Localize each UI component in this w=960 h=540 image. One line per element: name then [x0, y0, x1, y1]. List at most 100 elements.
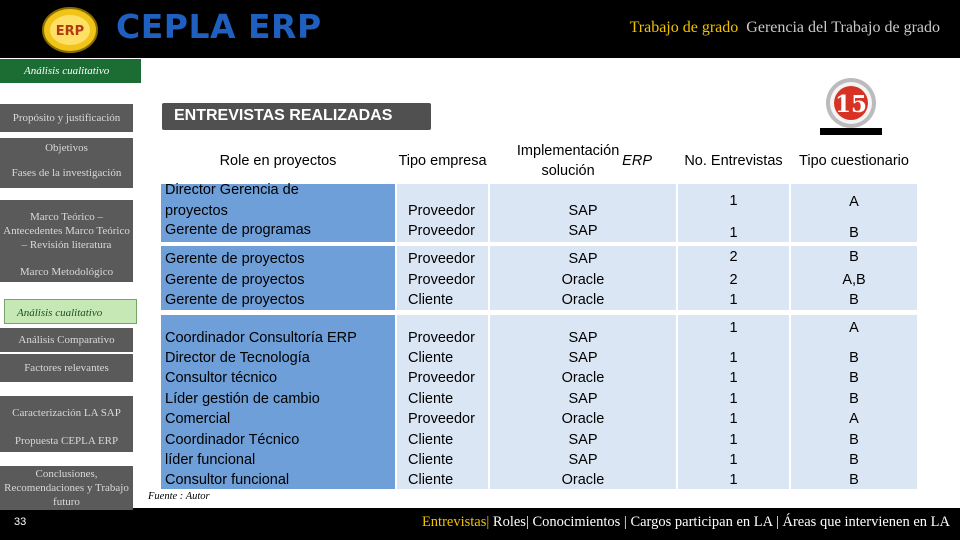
table-cell: B	[849, 292, 859, 308]
table-cell: Oracle	[561, 292, 605, 308]
page-number: 33	[14, 516, 27, 528]
sidebar-item[interactable]: Marco Metodológico	[0, 262, 133, 282]
table-cell: líder funcional	[165, 452, 256, 468]
table-cell: Cliente	[408, 391, 454, 407]
header-bar: ERP CEPLA ERP Trabajo de grado Gerencia d…	[0, 0, 960, 58]
table-cell: B	[849, 472, 859, 488]
table-cell: SAP	[568, 452, 598, 468]
table-cell: SAP	[568, 391, 598, 407]
svg-text:ERP: ERP	[56, 24, 84, 39]
table-cell: Cliente	[408, 472, 454, 488]
table-header: No. Entrevistas	[678, 137, 789, 184]
svg-text:15: 15	[835, 91, 867, 118]
table-cell-bg	[397, 246, 488, 310]
sidebar-item[interactable]: Factores relevantes	[0, 354, 133, 382]
table-cell: 1	[729, 411, 738, 427]
table-cell: Proveedor	[408, 203, 475, 219]
table-cell: Proveedor	[408, 330, 475, 346]
sidebar-item[interactable]: Propuesta CEPLA ERP	[0, 430, 133, 452]
footer-nav: Entrevistas| Roles| Conocimientos | Carg…	[421, 514, 951, 530]
table-cell: SAP	[568, 330, 598, 346]
table-cell: B	[849, 370, 859, 386]
sidebar-item[interactable]: Conclusiones, Recomendaciones y Trabajo …	[0, 466, 133, 510]
table-cell: Gerente de programas	[165, 222, 311, 238]
table-cell: Proveedor	[408, 251, 475, 267]
sidebar-item[interactable]: Marco Teórico – Antecedentes Marco Teóri…	[0, 200, 133, 262]
footer-nav-entrevistas[interactable]: Entrevistas	[421, 514, 487, 530]
table-cell: B	[849, 452, 859, 468]
number-badge-icon: 15	[820, 78, 882, 135]
footer-nav-conocimientos[interactable]: Conocimientos	[532, 514, 621, 530]
table-cell-bg	[397, 315, 488, 489]
table-cell: Proveedor	[408, 411, 475, 427]
header-text-italic: ERP	[622, 152, 652, 169]
table-cell: SAP	[568, 350, 598, 366]
table-cell: Coordinador Consultoría ERP	[165, 330, 357, 346]
footer-nav-cargos[interactable]: Cargos participan en LA	[630, 514, 773, 530]
footer-nav-areas[interactable]: Áreas que intervienen en LA	[782, 514, 951, 530]
table-cell-bg	[490, 246, 676, 310]
table-header: Tipo empresa	[397, 137, 488, 184]
table-header: Tipo cuestionario	[791, 137, 917, 184]
table-cell: Oracle	[561, 370, 605, 386]
table-cell-bg	[791, 184, 917, 242]
section-tab[interactable]: Análisis cualitativo	[0, 59, 141, 83]
table-cell: 1	[729, 225, 738, 241]
table-cell: 1	[729, 370, 738, 386]
table-cell: B	[849, 249, 859, 265]
table-cell: SAP	[568, 251, 598, 267]
table-cell: Comercial	[165, 411, 231, 427]
table-cell: Gerente de proyectos	[165, 272, 305, 288]
table-header: Role en proyectos	[161, 137, 395, 184]
table-cell: Director Gerencia de proyectos	[165, 182, 299, 219]
table-cell: Gerente de proyectos	[165, 251, 305, 267]
table-cell: A	[849, 320, 859, 336]
table-cell-bg	[397, 184, 488, 242]
source-note: Fuente : Autor	[148, 491, 210, 502]
header-title-primary: Trabajo de grado	[629, 19, 739, 36]
table-cell: Cliente	[408, 292, 454, 308]
table-cell: 2	[729, 272, 738, 288]
table-cell: A	[849, 194, 859, 210]
table-cell-bg	[490, 184, 676, 242]
sidebar-item[interactable]: Fases de la investigación	[0, 158, 133, 188]
sidebar-item[interactable]: Propósito y justificación	[0, 104, 133, 132]
table-cell: 1	[729, 350, 738, 366]
sidebar-item[interactable]: Caracterización LA SAP	[0, 396, 133, 430]
sidebar-item[interactable]: Objetivos	[0, 138, 133, 158]
section-heading: ENTREVISTAS REALIZADAS	[162, 103, 431, 130]
table-cell: Proveedor	[408, 272, 475, 288]
table-cell: Gerente de proyectos	[165, 292, 305, 308]
table-cell: A	[849, 411, 859, 427]
header-titles: Trabajo de grado Gerencia del Trabajo de …	[630, 19, 940, 37]
table-cell-bg	[161, 315, 395, 489]
table-cell: Cliente	[408, 452, 454, 468]
table-cell-bg	[678, 315, 789, 489]
table-cell: Proveedor	[408, 370, 475, 386]
table-cell-bg	[678, 184, 789, 242]
erp-logo-icon: ERP	[42, 7, 98, 53]
table-cell: Cliente	[408, 350, 454, 366]
table-cell-bg	[161, 246, 395, 310]
table-cell-bg	[791, 315, 917, 489]
table-cell: Proveedor	[408, 223, 475, 239]
table-cell: 2	[729, 249, 738, 265]
footer-nav-roles[interactable]: Roles	[492, 514, 526, 530]
table-cell: Oracle	[561, 272, 605, 288]
table-cell: Consultor técnico	[165, 370, 278, 386]
table-cell: B	[849, 225, 859, 241]
table-cell: 1	[729, 452, 738, 468]
table-cell-bg	[490, 315, 676, 489]
sidebar-item[interactable]: Análisis Comparativo	[0, 328, 133, 352]
table-cell-bg	[678, 246, 789, 310]
table-cell: Director de Tecnología	[165, 350, 310, 366]
table-cell: 1	[729, 193, 738, 209]
table-cell: 1	[729, 472, 738, 488]
table-cell: A,B	[842, 272, 866, 288]
table-cell-bg	[791, 246, 917, 310]
table-header: Implementación solución ERP	[490, 137, 676, 184]
table-cell: SAP	[568, 223, 598, 239]
table-cell: 1	[729, 320, 738, 336]
table-cell: B	[849, 432, 859, 448]
sidebar-item-active[interactable]: Análisis cualitativo	[4, 299, 137, 324]
